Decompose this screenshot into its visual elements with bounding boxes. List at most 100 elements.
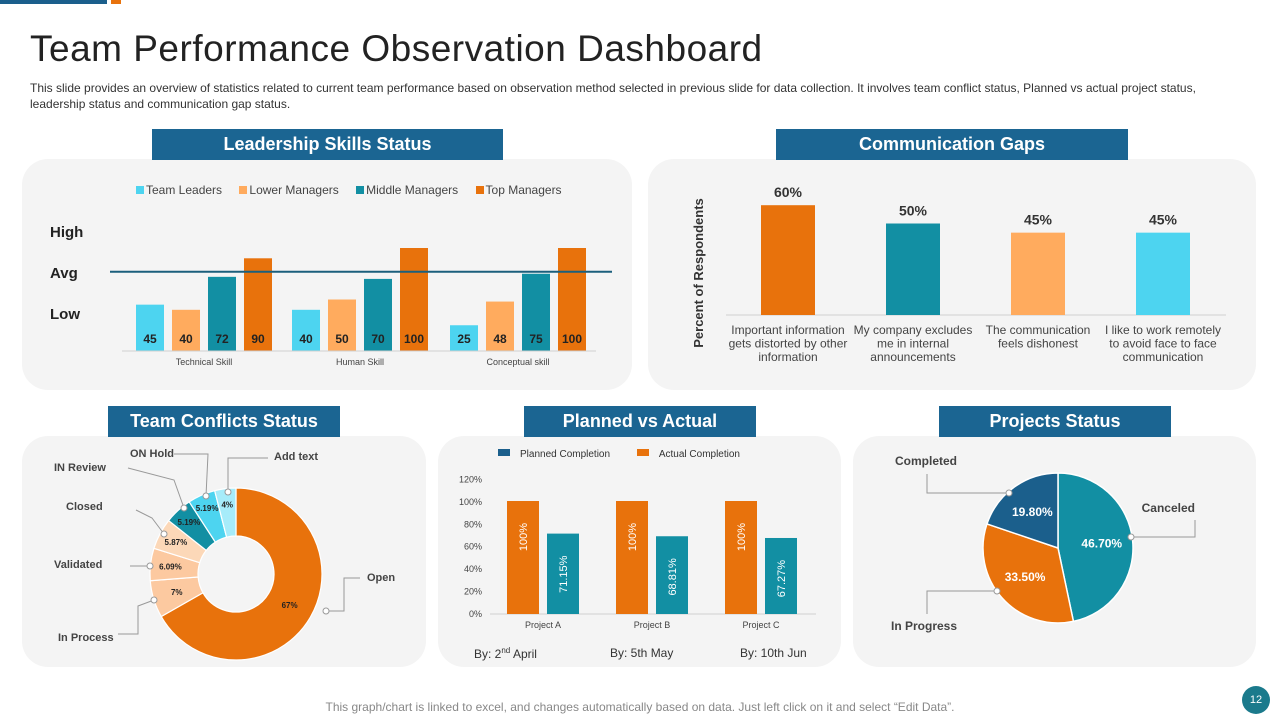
bar-the-communication-feels-dishon: [1011, 232, 1065, 315]
callout-label-add-text: Add text: [274, 451, 318, 463]
page-title: Team Performance Observation Dashboard: [30, 28, 763, 69]
callout-line-in-review: [127, 467, 185, 509]
projects-panel-title: Projects Status: [939, 406, 1171, 437]
bar-lower-managers-technical-skill: [172, 309, 200, 351]
legend-item-planned: Planned Completion: [498, 449, 610, 460]
slice-label-add-text: 4%: [221, 501, 233, 510]
bar-top-managers-human-skill: [400, 248, 428, 351]
projects-chart: 46.70% 33.50% 19.80% Canceled In Progress Com…: [891, 454, 1196, 633]
callout-label-completed: Completed: [895, 454, 957, 468]
y-tick-20: 20%: [464, 587, 482, 597]
leadership-panel-title: Leadership Skills Status: [152, 129, 503, 160]
x-tick-1-line-0: My company excludes: [854, 323, 973, 337]
callout-dot-validated: [146, 562, 154, 570]
x-tick-0-line-2: information: [758, 350, 817, 364]
callout-dot-in-process: [150, 596, 158, 604]
bar-planned-completion-project-b: [616, 501, 648, 614]
planned-legend: Planned Completion Actual Completion: [498, 449, 764, 460]
y-tick-0: 0%: [469, 609, 482, 619]
slice-completed: [986, 472, 1059, 550]
legend-item-lower-managers: Lower Managers: [239, 183, 339, 197]
callout-line-in-process: [118, 599, 155, 635]
callout-label-in-process: In Process: [58, 632, 114, 644]
footer-note: This graph/chart is linked to excel, and…: [325, 700, 955, 714]
y-tick-120: 120%: [459, 474, 482, 484]
legend-item-top-managers: Top Managers: [475, 183, 562, 197]
bar-actual-completion-project-b: [656, 536, 688, 614]
callout-dot-closed: [160, 530, 168, 538]
callout-line-on-hold: [174, 453, 209, 497]
bar-team-leaders-conceptual-skill: [450, 325, 478, 351]
slice-label-open: 67%: [282, 601, 298, 610]
slice-label-on-hold: 5.19%: [196, 504, 219, 513]
bar-team-leaders-human-skill: [292, 309, 320, 351]
bar-my-company-excludes-me-in-inte: [886, 223, 940, 315]
callout-dot-open: [322, 607, 330, 615]
bar-label-2: 45%: [1024, 212, 1053, 228]
slice-label-canceled: 46.70%: [1081, 536, 1122, 550]
bar-label-middle-managers-technical-skill: 72: [215, 332, 229, 346]
callout-dot-on-hold: [202, 492, 210, 500]
bar-label-actual-completion-project-b: 68.81%: [667, 558, 679, 596]
callout-label-on-hold: ON Hold: [130, 448, 174, 460]
y-tick-40: 40%: [464, 564, 482, 574]
callout-label-canceled: Canceled: [1142, 501, 1195, 515]
bar-label-team-leaders-technical-skill: 45: [143, 332, 157, 346]
bar-top-managers-technical-skill: [244, 258, 272, 351]
callout-line-canceled: [1131, 520, 1196, 538]
bar-label-middle-managers-human-skill: 70: [371, 332, 385, 346]
callout-label-in-review: IN Review: [54, 462, 106, 474]
x-tick-0-line-0: Important information: [731, 323, 844, 337]
page-description: This slide provides an overview of stati…: [30, 81, 1196, 111]
planned-panel-title: Planned vs Actual: [524, 406, 756, 437]
bar-label-3: 45%: [1149, 212, 1178, 228]
x-tick-1-line-1: me in internal: [877, 337, 949, 351]
bar-actual-completion-project-c: [765, 537, 797, 614]
bar-lower-managers-conceptual-skill: [486, 301, 514, 351]
x-tick-2-line-0: The communication: [986, 323, 1091, 337]
bar-middle-managers-conceptual-skill: [522, 273, 550, 351]
x-tick-3-line-2: communication: [1123, 350, 1204, 364]
bar-middle-managers-technical-skill: [208, 276, 236, 351]
bar-label-actual-completion-project-a: 71.15%: [558, 555, 570, 593]
legend-item-team-leaders: Team Leaders: [136, 183, 222, 197]
legend-item-middle-managers: Middle Managers: [356, 183, 458, 197]
y-label-high: High: [50, 224, 83, 241]
bar-label-lower-managers-human-skill: 50: [335, 332, 349, 346]
planned-chart: 0% 20% 40% 60% 80% 100% 120% 100% 71.15% Project …: [459, 474, 816, 630]
slice-label-closed: 5.87%: [165, 538, 188, 547]
top-accent-blue: [0, 0, 107, 4]
bar-label-top-managers-human-skill: 100: [404, 332, 424, 346]
x-tick-conceptual-skill: Conceptual skill: [486, 357, 549, 367]
bar-label-top-managers-technical-skill: 90: [251, 332, 265, 346]
bar-lower-managers-human-skill: [328, 299, 356, 351]
slice-canceled: [1057, 472, 1134, 623]
bar-label-planned-completion-project-c: 100%: [736, 523, 748, 551]
bar-label-lower-managers-conceptual-skill: 48: [493, 332, 507, 346]
communication-chart: Percent of Respondents 60% Important infor…: [691, 184, 1226, 364]
x-tick-project-b: Project B: [634, 620, 671, 630]
date-label-project-b: By: 5th May: [610, 646, 674, 660]
bar-middle-managers-human-skill: [364, 278, 392, 351]
bar-label-actual-completion-project-c: 67.27%: [776, 560, 788, 598]
y-label-avg: Avg: [50, 265, 78, 282]
slice-label-in-progress: 33.50%: [1005, 570, 1046, 584]
slice-in-progress: [982, 522, 1075, 624]
callout-label-validated: Validated: [54, 559, 102, 571]
slice-label-in-process: 7%: [171, 588, 183, 597]
x-tick-2-line-1: feels dishonest: [998, 337, 1079, 351]
communication-panel-title: Communication Gaps: [776, 129, 1128, 160]
callout-label-in-progress: In Progress: [891, 619, 957, 633]
bar-actual-completion-project-a: [547, 533, 579, 614]
legend-item-actual: Actual Completion: [636, 449, 740, 460]
x-tick-project-a: Project A: [525, 620, 561, 630]
date-label-project-c: By: 10th Jun: [740, 646, 807, 660]
x-tick-technical-skill: Technical Skill: [176, 357, 233, 367]
slice-open: [160, 487, 323, 661]
x-tick-0-line-1: gets distorted by other: [729, 337, 848, 351]
bar-planned-completion-project-a: [507, 501, 539, 614]
conflicts-panel-title: Team Conflicts Status: [108, 406, 340, 437]
callout-line-in-progress: [926, 590, 997, 614]
leadership-legend: Team Leaders Lower Managers Middle Manag…: [136, 183, 576, 197]
